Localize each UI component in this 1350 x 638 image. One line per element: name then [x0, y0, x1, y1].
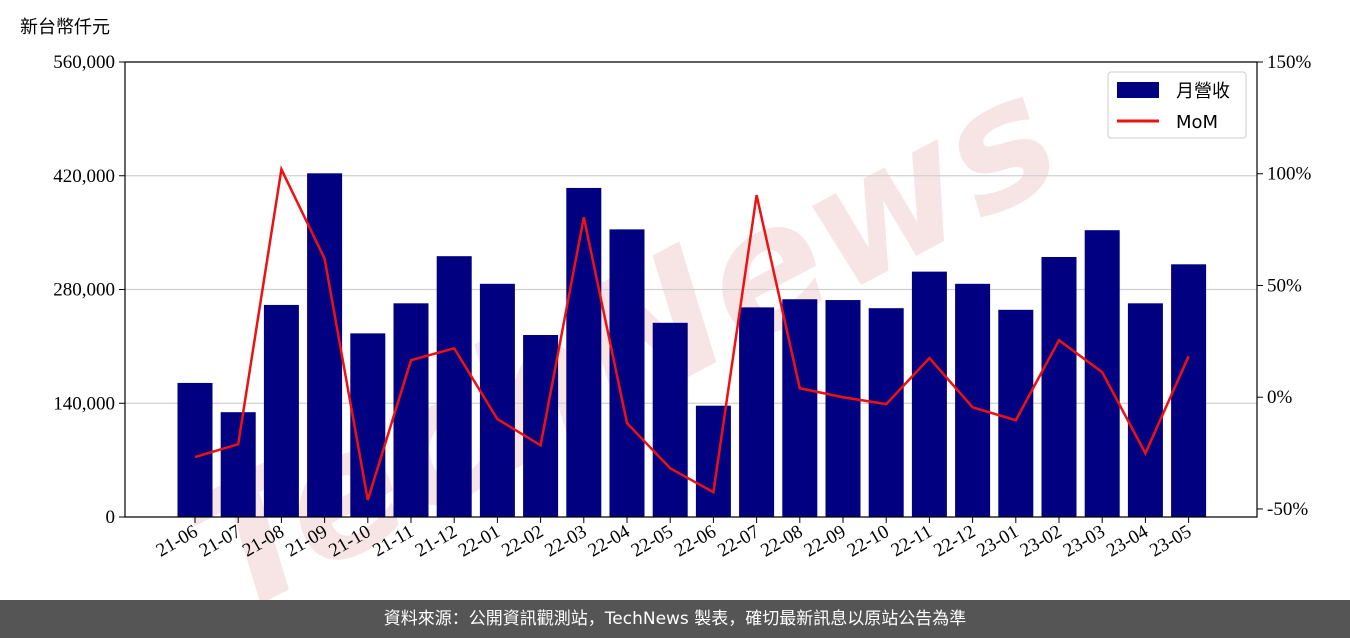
bar [739, 307, 775, 517]
x-tick-label: 22-03 [541, 521, 590, 561]
bar [393, 303, 429, 517]
bar [868, 308, 904, 517]
y2-tick-label: 150% [1267, 52, 1312, 73]
chart: TechNews 新台幣仟元 0140,000280,000420,000560… [20, 17, 1312, 600]
bar [220, 412, 256, 517]
bar [1127, 303, 1163, 517]
bar [911, 271, 947, 517]
x-tick-label: 22-09 [801, 521, 850, 561]
bar [566, 187, 602, 517]
x-tick-label: 22-05 [628, 521, 677, 561]
legend-label: MoM [1176, 112, 1218, 133]
bar [307, 173, 343, 517]
legend-swatch [1117, 82, 1159, 98]
x-tick-label: 22-04 [585, 521, 634, 562]
y2-tick-label: -50% [1267, 499, 1308, 520]
x-tick-label: 22-06 [671, 521, 720, 561]
y-tick-label: 140,000 [53, 393, 115, 414]
y-tick-label: 560,000 [53, 52, 115, 73]
bar [1171, 264, 1207, 517]
bar [263, 304, 299, 517]
y2-tick-label: 100% [1267, 164, 1312, 185]
y2-tick-label: 50% [1267, 275, 1302, 296]
x-tick-label: 22-11 [888, 521, 936, 561]
bar [652, 322, 688, 517]
x-tick-label: 22-10 [844, 521, 893, 561]
bar [695, 405, 731, 517]
y-axis-label: 新台幣仟元 [20, 17, 110, 38]
footer: 資料來源：公開資訊觀測站，TechNews 製表，確切最新訊息以原站公告為準 [0, 600, 1350, 638]
y2-tick-label: 0% [1267, 387, 1293, 408]
x-tick-label: 23-01 [973, 521, 1022, 561]
x-tick-label: 23-03 [1060, 521, 1109, 561]
x-tick-label: 22-07 [714, 521, 763, 561]
bar [955, 283, 991, 517]
line [194, 165, 1190, 501]
bar [825, 300, 861, 517]
plot-frame [124, 61, 1258, 518]
legend-label: 月營收 [1176, 81, 1230, 102]
x-tick-label: 21-06 [153, 521, 202, 561]
y-tick-label: 0 [106, 507, 116, 528]
y-tick-label: 420,000 [53, 166, 115, 187]
bar [609, 229, 645, 517]
x-tick-label: 23-04 [1103, 521, 1152, 562]
bar [350, 333, 386, 517]
y-tick-label: 280,000 [53, 280, 115, 301]
bar [436, 256, 472, 517]
bar [177, 382, 213, 517]
x-tick-label: 23-02 [1017, 521, 1066, 561]
bar [998, 309, 1034, 517]
bar [1041, 257, 1077, 517]
bar [523, 335, 559, 517]
x-tick-label: 22-02 [498, 521, 547, 561]
x-tick-label: 23-05 [1146, 521, 1195, 561]
x-tick-label: 22-12 [930, 521, 979, 561]
x-tick-label: 22-08 [757, 521, 806, 561]
